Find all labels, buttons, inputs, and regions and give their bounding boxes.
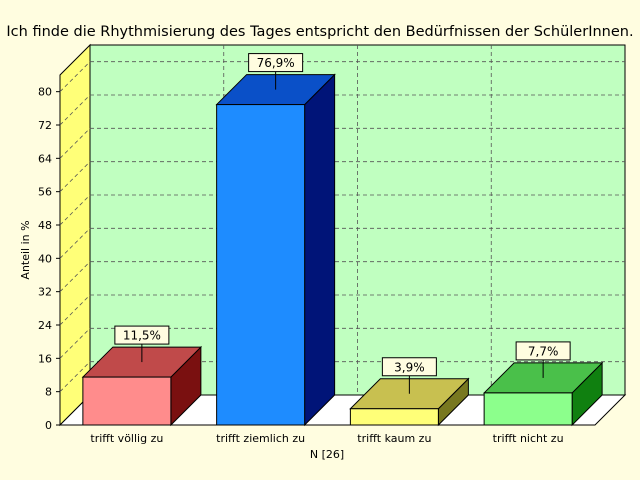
data-label-text: 7,7% (528, 344, 559, 358)
grid-line-side (59, 361, 91, 392)
data-label: 7,7% (515, 341, 571, 378)
grid-line-side (59, 61, 91, 92)
grid-line-side (59, 94, 91, 126)
data-label-text: 3,9% (394, 360, 425, 374)
data-label: 3,9% (381, 357, 437, 394)
grid-line-side (59, 128, 91, 159)
y-tick-label: 72 (38, 119, 52, 132)
category-labels: trifft völlig zu trifft ziemlich zu trifft… (90, 432, 563, 445)
grid-line-side (59, 161, 91, 192)
data-label-box (248, 53, 304, 73)
grid-line-side (59, 328, 91, 359)
grid-line-side (59, 261, 91, 292)
grid-lines (59, 45, 625, 395)
bar-side (304, 73, 336, 427)
y-tick-label: 80 (38, 86, 52, 99)
data-label-text: 76,9% (257, 56, 295, 70)
plot-left-wall (59, 43, 91, 427)
y-tick-label: 48 (38, 219, 52, 232)
x-tick-label: trifft kaum zu (357, 432, 431, 445)
data-label-box (114, 325, 170, 345)
y-tick-label: 16 (38, 352, 52, 365)
y-tick-label: 8 (45, 386, 52, 399)
grid-line-side (59, 228, 91, 259)
y-tick-label: 24 (38, 319, 52, 332)
y-tick-label: 64 (38, 152, 52, 165)
y-tick-label: 56 (38, 186, 52, 199)
data-label-text: 11,5% (123, 329, 161, 343)
x-tick-label: trifft völlig zu (90, 432, 163, 445)
data-label: 76,9% (248, 53, 304, 90)
grid-line-side (59, 294, 91, 326)
x-tick-label: trifft ziemlich zu (216, 432, 305, 445)
bar-front (483, 392, 573, 426)
bar (215, 73, 336, 427)
y-tick-label: 32 (38, 286, 52, 299)
y-axis-label: Anteil in % (19, 220, 32, 279)
x-axis-label: N [26] (310, 448, 344, 461)
y-axis-ticks: 0 8 16 24 32 40 48 56 64 72 80 (38, 86, 60, 432)
chart-title: Ich finde die Rhythmisierung des Tages e… (6, 24, 633, 40)
bar-front (216, 104, 306, 426)
grid-line-side (59, 194, 91, 226)
y-tick-label: 40 (38, 252, 52, 265)
bar (81, 345, 203, 427)
data-label: 11,5% (114, 325, 170, 363)
data-label-box (515, 341, 571, 361)
data-label-box (381, 357, 437, 377)
bar-front (82, 376, 172, 426)
bar-front (349, 408, 439, 426)
y-tick-label: 0 (45, 419, 52, 432)
data-labels: 11,5% 76,9% 3,9% 7,7% (114, 53, 571, 394)
x-tick-label: trifft nicht zu (493, 432, 564, 445)
